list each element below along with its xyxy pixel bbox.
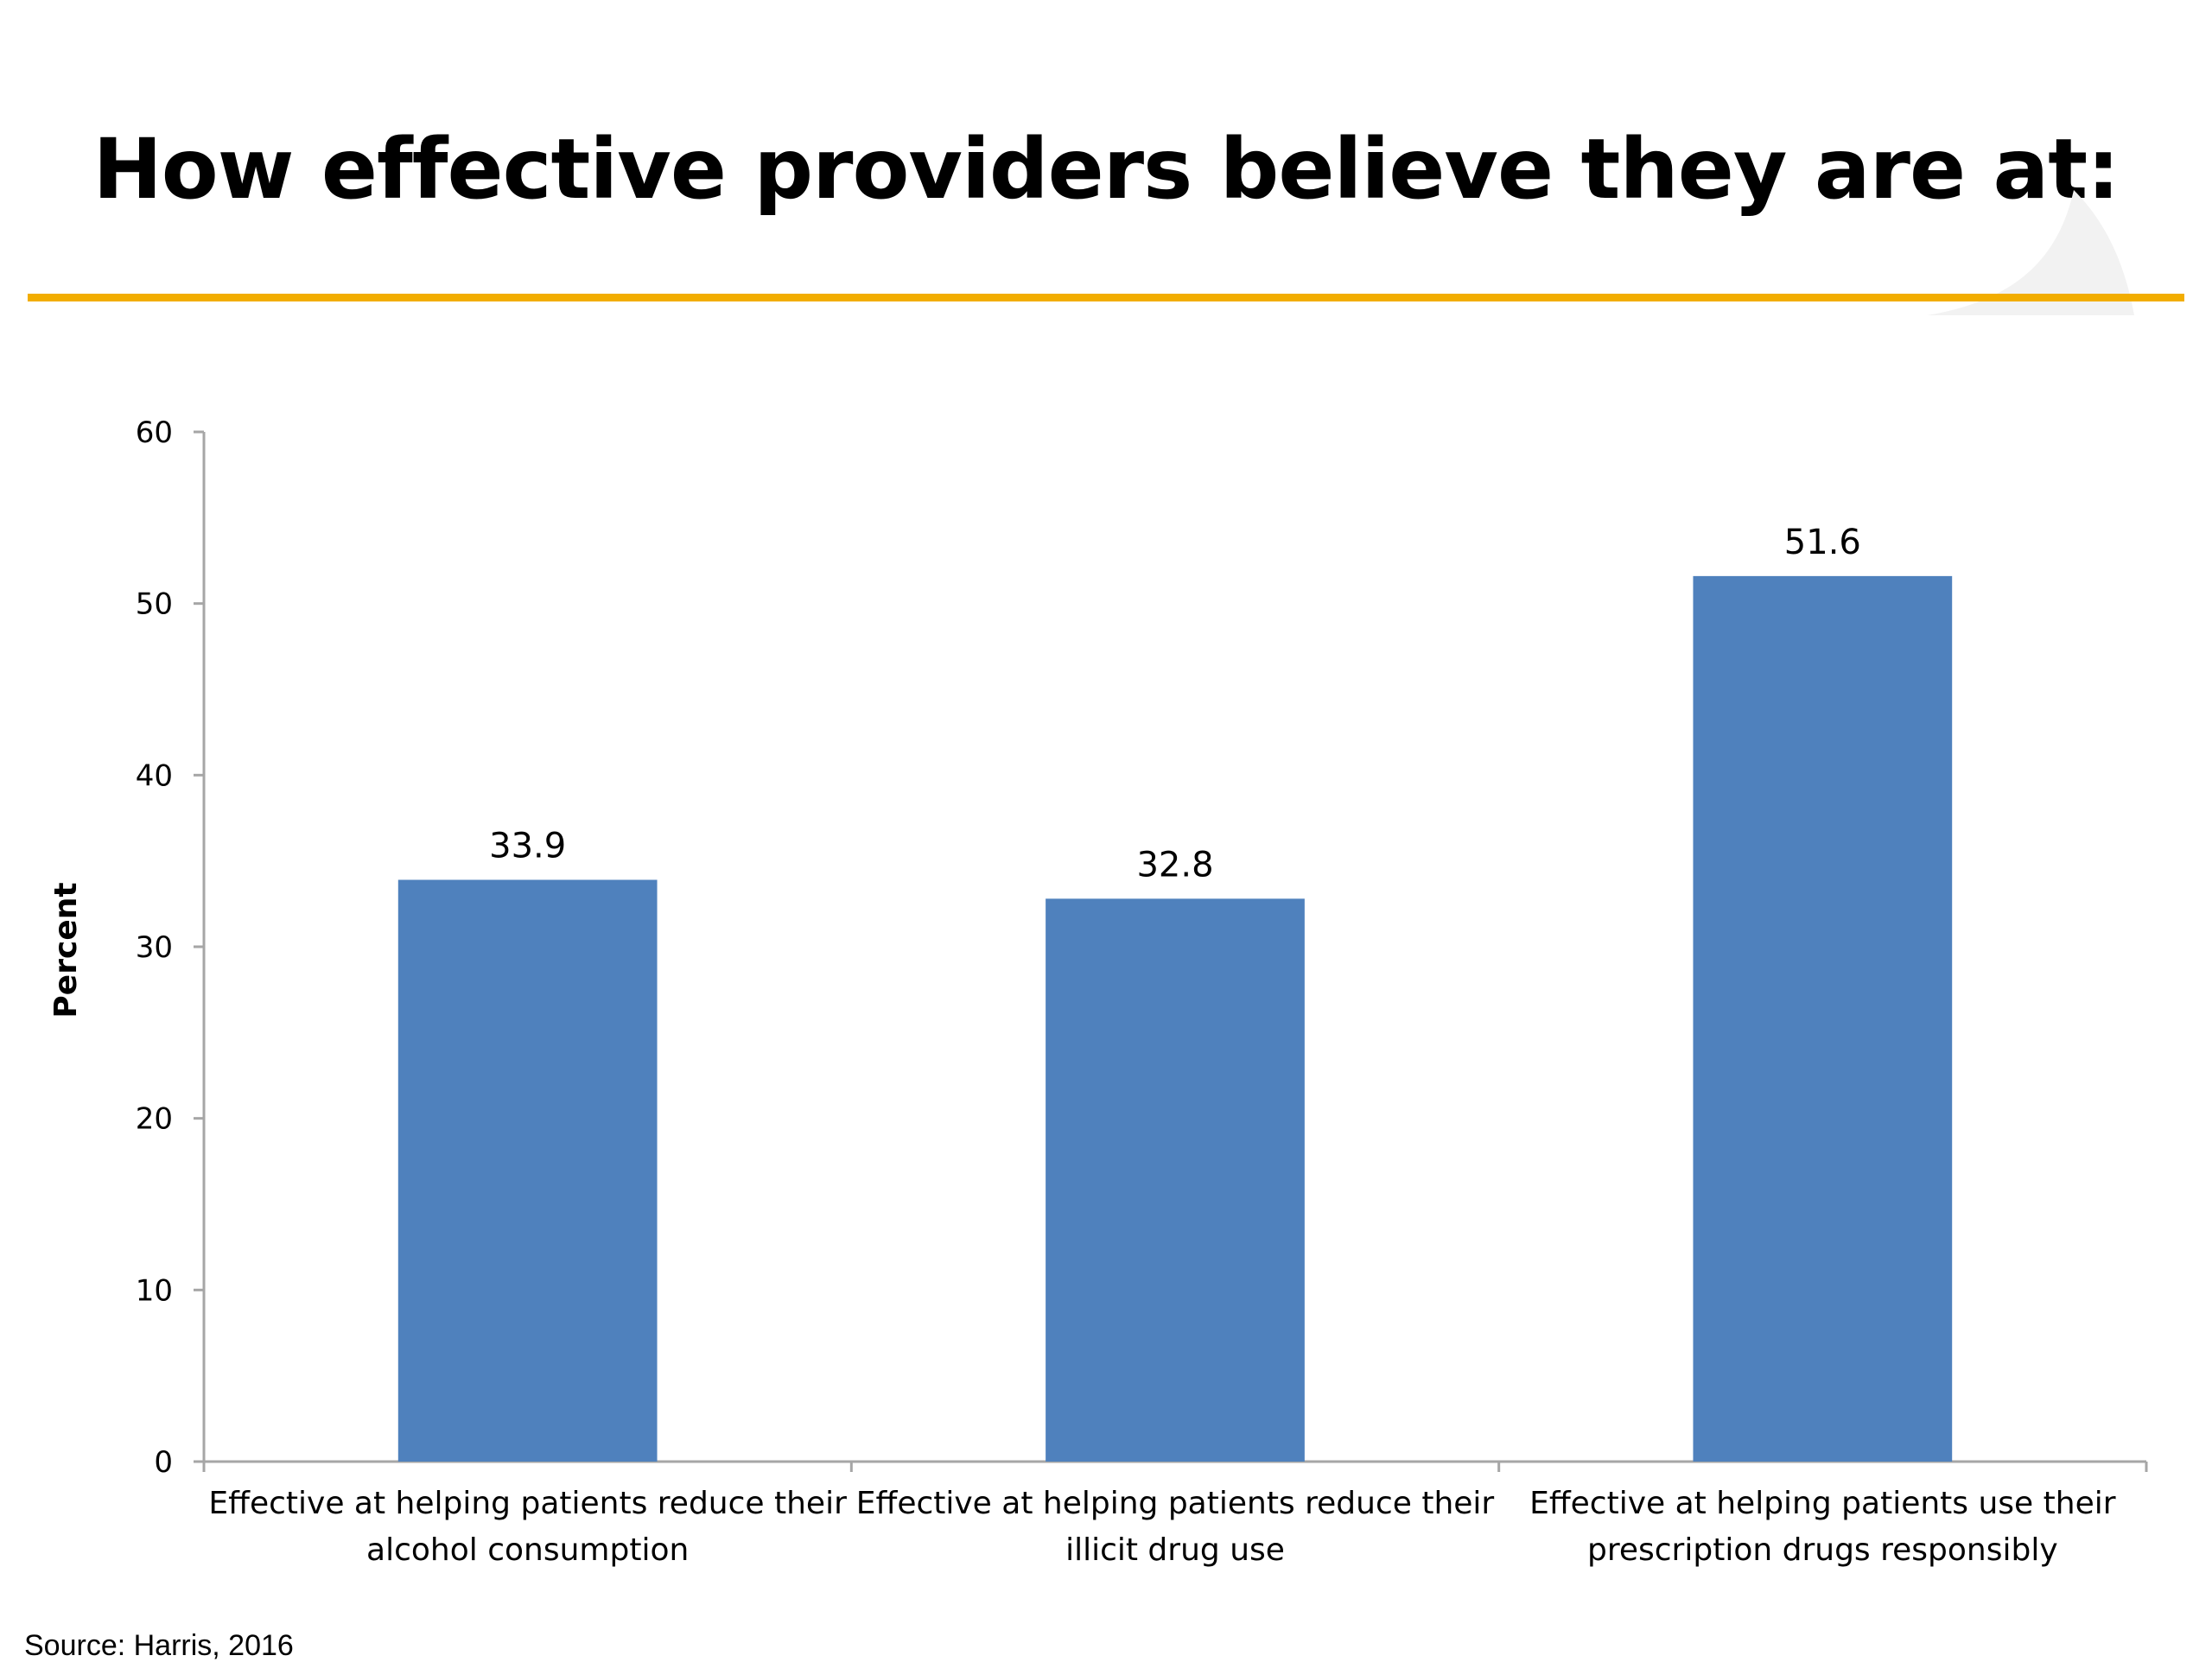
y-tick-label: 10 [136,1273,173,1308]
y-axis-title: Percent [48,882,84,1018]
y-tick-label: 50 [136,587,173,622]
y-tick-label: 20 [136,1102,173,1137]
slide-title: How effective providers believe they are… [92,121,2120,218]
bar [1693,575,1953,1462]
category-label: Effective at helping patients reduce the… [856,1486,1495,1521]
bar-value-label: 32.8 [1136,845,1213,885]
bars [397,575,1953,1462]
title-underline-rule [28,294,2184,301]
bar-chart: 0 10 20 30 40 50 60 33.9 32.8 51.6 Effective at … [48,416,2148,1568]
category-label: Effective at helping patients use their [1529,1486,2116,1521]
bar [1046,898,1305,1462]
y-tick-label: 40 [136,758,173,793]
category-label: illicit drug use [1065,1532,1285,1568]
category-labels: Effective at helping patients reduce the… [208,1486,2115,1568]
data-labels: 33.9 32.8 51.6 [489,523,1861,885]
source-note: Source: Harris, 2016 [24,1629,294,1662]
y-axis: 0 10 20 30 40 50 60 [136,416,206,1480]
y-tick-label: 30 [136,930,173,965]
bar [397,879,658,1462]
y-tick-label: 0 [154,1445,173,1480]
bar-value-label: 51.6 [1784,523,1861,562]
y-tick-label: 60 [136,416,173,450]
x-axis [202,1460,2148,1472]
corner-swoosh-decoration [1927,190,2134,315]
category-label: Effective at helping patients reduce the… [208,1486,847,1521]
category-label: alcohol consumption [366,1532,689,1568]
category-label: prescription drugs responsibly [1587,1532,2058,1568]
bar-value-label: 33.9 [489,827,566,866]
